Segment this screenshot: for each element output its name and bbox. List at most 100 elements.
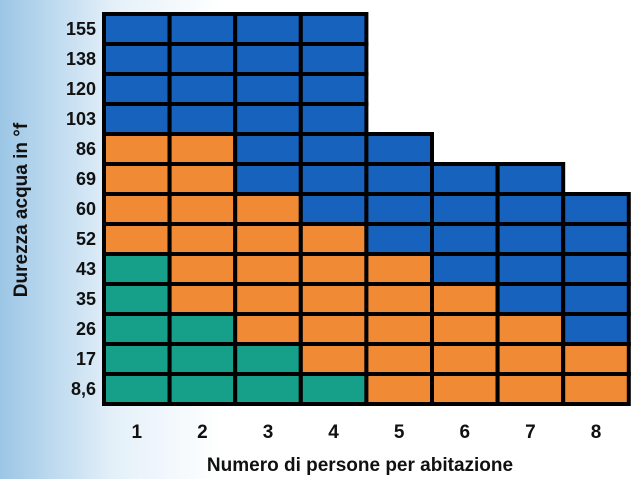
cell [561, 342, 631, 376]
cell [298, 102, 369, 136]
cell [298, 132, 369, 166]
cell [364, 132, 434, 166]
y-tick-label: 60 [76, 199, 96, 219]
cell [298, 72, 369, 106]
cell [102, 72, 172, 106]
cell [102, 312, 172, 346]
cell [233, 192, 303, 226]
cell [298, 12, 369, 46]
cell [233, 222, 303, 256]
cell [167, 312, 238, 346]
cell [298, 342, 369, 376]
y-tick-label: 17 [76, 349, 96, 369]
cell [233, 162, 303, 196]
cell [364, 342, 434, 376]
cell [430, 342, 500, 376]
cell [167, 192, 238, 226]
cell [298, 252, 369, 286]
cell [298, 162, 369, 196]
cell [102, 252, 172, 286]
cell [167, 372, 238, 406]
cell [233, 312, 303, 346]
cell [430, 372, 500, 406]
cell [561, 312, 631, 346]
y-tick-label: 86 [76, 139, 96, 159]
cell [167, 342, 238, 376]
cell [561, 252, 631, 286]
cell [298, 372, 369, 406]
cell [167, 282, 238, 316]
cell [495, 222, 566, 256]
cell [430, 312, 500, 346]
cell [364, 372, 434, 406]
cell [298, 312, 369, 346]
y-tick-label: 103 [66, 109, 96, 129]
cell [364, 162, 434, 196]
cell [233, 42, 303, 76]
cell [102, 222, 172, 256]
cell [430, 252, 500, 286]
cell [167, 222, 238, 256]
cell [167, 162, 238, 196]
cell [298, 192, 369, 226]
cell [233, 282, 303, 316]
cell [167, 72, 238, 106]
cell [364, 282, 434, 316]
cell [167, 42, 238, 76]
cell [102, 282, 172, 316]
x-tick-label: 1 [132, 422, 143, 443]
y-tick-label: 26 [76, 319, 96, 339]
cell [102, 42, 172, 76]
x-tick-label: 6 [460, 422, 471, 443]
cell [233, 132, 303, 166]
cell [233, 252, 303, 286]
cell [233, 342, 303, 376]
y-tick-label: 155 [66, 19, 96, 39]
cell [102, 192, 172, 226]
cell [495, 162, 566, 196]
y-tick-label: 69 [76, 169, 96, 189]
cell [430, 222, 500, 256]
cell [495, 282, 566, 316]
x-tick-label: 4 [328, 422, 339, 443]
cell [495, 372, 566, 406]
cell [364, 192, 434, 226]
cell [495, 252, 566, 286]
y-tick-label: 138 [66, 49, 96, 69]
cell [430, 282, 500, 316]
y-tick-label: 35 [76, 289, 96, 309]
cell [102, 342, 172, 376]
cell [495, 192, 566, 226]
x-tick-label: 3 [263, 422, 274, 443]
cell [495, 342, 566, 376]
cell [298, 42, 369, 76]
cell [167, 12, 238, 46]
cell [102, 12, 172, 46]
cell [167, 102, 238, 136]
y-axis-title: Durezza acqua in °f [11, 122, 32, 297]
cell [430, 192, 500, 226]
x-axis-title: Numero di persone per abitazione [207, 455, 513, 476]
x-tick-label: 7 [525, 422, 536, 443]
y-tick-label: 43 [76, 259, 96, 279]
cell [364, 252, 434, 286]
cell [233, 12, 303, 46]
cell [561, 372, 631, 406]
x-tick-label: 8 [591, 422, 602, 443]
cell [561, 222, 631, 256]
cell [233, 372, 303, 406]
y-tick-label: 8,6 [71, 379, 96, 399]
cell [102, 162, 172, 196]
y-tick-label: 52 [76, 229, 96, 249]
cell [167, 252, 238, 286]
cell [364, 312, 434, 346]
cell [102, 102, 172, 136]
y-tick-label: 120 [66, 79, 96, 99]
cell [233, 102, 303, 136]
cell [561, 192, 631, 226]
cell [298, 282, 369, 316]
cell [364, 222, 434, 256]
cell [233, 72, 303, 106]
x-tick-label: 2 [197, 422, 208, 443]
